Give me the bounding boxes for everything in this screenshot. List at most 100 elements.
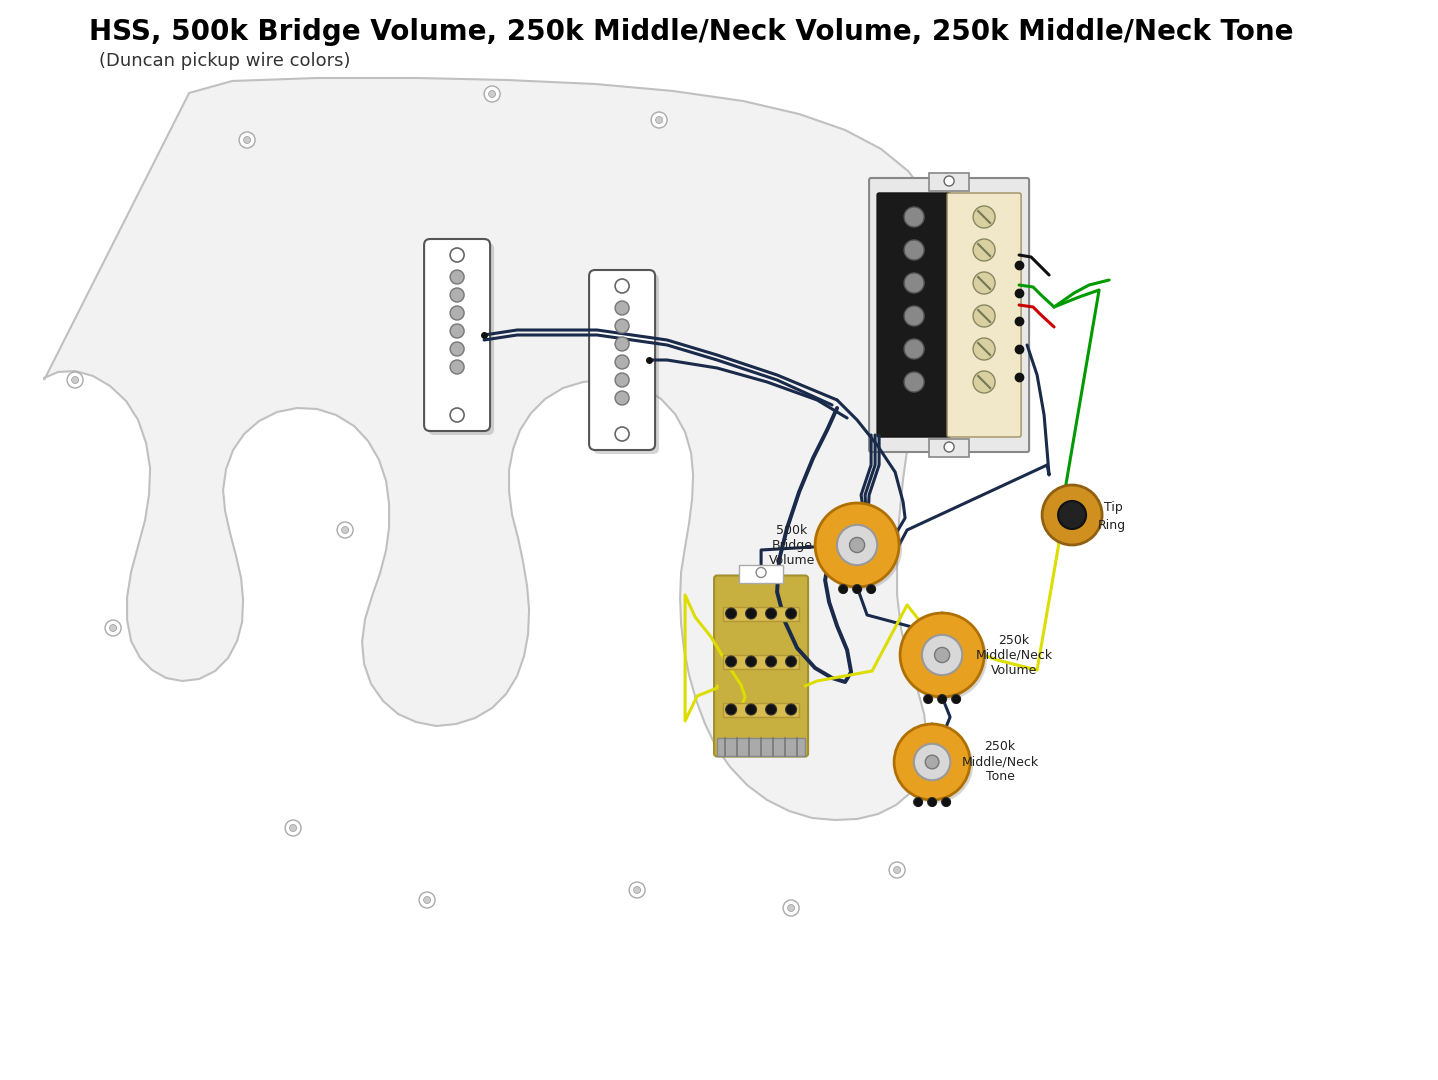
Circle shape <box>788 905 795 912</box>
Circle shape <box>785 608 797 619</box>
Circle shape <box>745 704 756 715</box>
Circle shape <box>952 694 961 703</box>
Circle shape <box>68 372 83 388</box>
Circle shape <box>450 360 464 374</box>
Circle shape <box>974 239 995 261</box>
Circle shape <box>289 824 296 832</box>
Circle shape <box>765 704 777 715</box>
Circle shape <box>109 624 116 632</box>
Circle shape <box>485 86 500 102</box>
Circle shape <box>615 391 628 405</box>
Circle shape <box>897 727 974 804</box>
FancyBboxPatch shape <box>424 239 490 431</box>
Circle shape <box>900 613 984 697</box>
FancyBboxPatch shape <box>429 243 495 435</box>
Circle shape <box>945 442 953 453</box>
Circle shape <box>922 635 962 675</box>
Circle shape <box>905 207 925 227</box>
Circle shape <box>785 704 797 715</box>
Circle shape <box>925 676 932 684</box>
Circle shape <box>850 538 864 553</box>
Text: Ring: Ring <box>1099 518 1126 531</box>
Circle shape <box>765 656 777 667</box>
Bar <box>723 702 800 716</box>
Circle shape <box>72 377 79 383</box>
Circle shape <box>928 797 936 807</box>
Circle shape <box>838 584 847 594</box>
FancyBboxPatch shape <box>592 274 659 454</box>
Circle shape <box>450 306 464 320</box>
Circle shape <box>935 647 949 662</box>
Circle shape <box>925 755 939 769</box>
Bar <box>739 565 784 582</box>
Circle shape <box>905 273 925 293</box>
Circle shape <box>756 567 766 578</box>
Circle shape <box>615 427 628 441</box>
Bar <box>929 173 969 191</box>
Circle shape <box>450 248 464 262</box>
Circle shape <box>974 206 995 228</box>
Circle shape <box>615 355 628 369</box>
FancyBboxPatch shape <box>869 178 1030 453</box>
Circle shape <box>745 656 756 667</box>
Circle shape <box>889 862 905 878</box>
Circle shape <box>615 301 628 315</box>
Circle shape <box>615 373 628 387</box>
Text: (Duncan pickup wire colors): (Duncan pickup wire colors) <box>99 52 351 70</box>
Circle shape <box>450 342 464 356</box>
Circle shape <box>867 584 876 594</box>
Circle shape <box>815 503 899 588</box>
Text: 250k
Middle/Neck
Volume: 250k Middle/Neck Volume <box>975 634 1053 676</box>
FancyBboxPatch shape <box>715 576 808 756</box>
Circle shape <box>905 240 925 260</box>
Circle shape <box>903 616 986 700</box>
Circle shape <box>974 372 995 393</box>
Circle shape <box>418 892 436 908</box>
Circle shape <box>942 797 951 807</box>
Circle shape <box>651 112 667 129</box>
Circle shape <box>853 584 861 594</box>
Circle shape <box>945 176 953 186</box>
Circle shape <box>938 694 946 703</box>
Circle shape <box>894 724 971 800</box>
Text: HSS, 500k Bridge Volume, 250k Middle/Neck Volume, 250k Middle/Neck Tone: HSS, 500k Bridge Volume, 250k Middle/Nec… <box>89 18 1294 46</box>
FancyBboxPatch shape <box>948 193 1021 437</box>
Bar <box>929 438 969 457</box>
Circle shape <box>785 656 797 667</box>
Circle shape <box>489 91 496 97</box>
Circle shape <box>450 324 464 338</box>
Circle shape <box>765 608 777 619</box>
Circle shape <box>656 117 663 123</box>
Circle shape <box>615 279 628 293</box>
Circle shape <box>628 882 646 897</box>
Circle shape <box>615 337 628 351</box>
Circle shape <box>634 887 640 893</box>
Text: Tip: Tip <box>1104 500 1123 513</box>
FancyBboxPatch shape <box>877 193 951 437</box>
Circle shape <box>974 305 995 327</box>
Circle shape <box>920 672 936 688</box>
Circle shape <box>105 620 121 636</box>
Circle shape <box>1043 485 1102 545</box>
Circle shape <box>239 132 255 148</box>
Circle shape <box>615 319 628 333</box>
Circle shape <box>913 797 923 807</box>
Circle shape <box>726 608 736 619</box>
Circle shape <box>342 526 348 534</box>
Circle shape <box>726 656 736 667</box>
Circle shape <box>784 900 800 916</box>
Circle shape <box>818 507 902 590</box>
Circle shape <box>905 372 925 392</box>
Bar <box>723 654 800 669</box>
Circle shape <box>905 306 925 326</box>
Circle shape <box>285 820 301 836</box>
Circle shape <box>893 866 900 874</box>
Circle shape <box>726 704 736 715</box>
Bar <box>723 607 800 621</box>
Circle shape <box>974 338 995 360</box>
Circle shape <box>837 525 877 565</box>
Circle shape <box>974 272 995 294</box>
Polygon shape <box>45 78 945 820</box>
Bar <box>718 738 805 756</box>
Circle shape <box>1058 501 1086 529</box>
